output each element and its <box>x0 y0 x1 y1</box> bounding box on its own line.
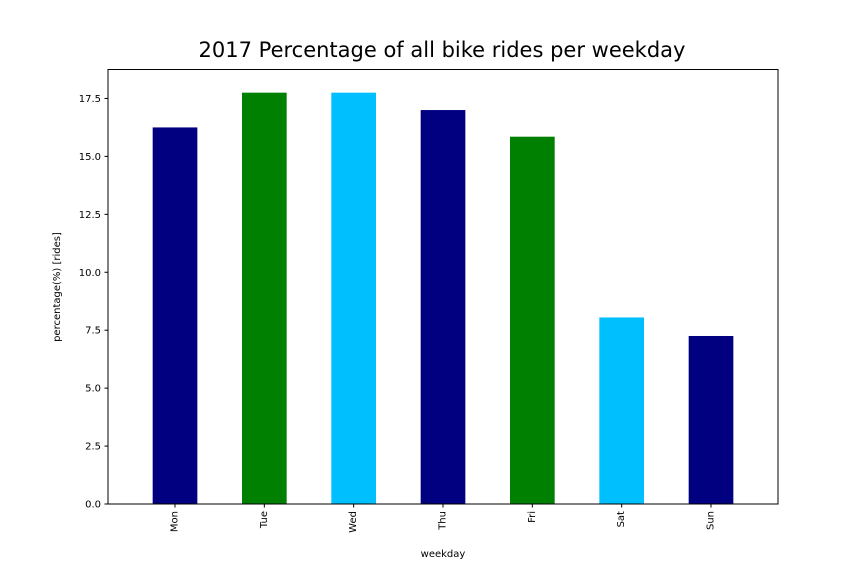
chart-title: 2017 Percentage of all bike rides per we… <box>199 38 686 62</box>
x-tick-label: Thu <box>438 511 449 531</box>
bars-group <box>152 92 734 505</box>
x-tick-label: Tue <box>259 511 270 529</box>
bar-fri <box>510 136 555 504</box>
bar-sat <box>599 317 644 504</box>
x-tick-label: Sat <box>616 511 627 527</box>
x-axis-label: weekday <box>421 549 466 560</box>
bar-sun <box>688 335 734 504</box>
x-tick-label: Sun <box>706 511 717 530</box>
bar-tue <box>242 92 287 505</box>
y-tick-label: 17.5 <box>79 94 101 105</box>
y-tick-label: 15.0 <box>79 152 101 163</box>
y-tick-label: 12.5 <box>79 210 101 221</box>
x-tick-label: Mon <box>170 511 181 532</box>
y-axis: 0.0 2.5 5.0 7.5 10.0 12.5 15.0 17.5 <box>79 94 108 511</box>
bar-mon <box>152 127 198 505</box>
x-tick-label: Fri <box>527 511 538 523</box>
y-tick-label: 0.0 <box>85 500 101 511</box>
bar-wed <box>331 92 376 505</box>
y-tick-label: 10.0 <box>79 268 101 279</box>
y-tick-label: 5.0 <box>85 384 101 395</box>
y-axis-label: percentage(%) [rides] <box>52 232 63 342</box>
y-tick-label: 7.5 <box>85 326 101 337</box>
bar-thu <box>420 110 466 505</box>
x-tick-label: Wed <box>348 511 359 533</box>
x-axis: Mon Tue Wed Thu Fri Sat Sun <box>170 504 717 533</box>
y-tick-label: 2.5 <box>85 442 101 453</box>
